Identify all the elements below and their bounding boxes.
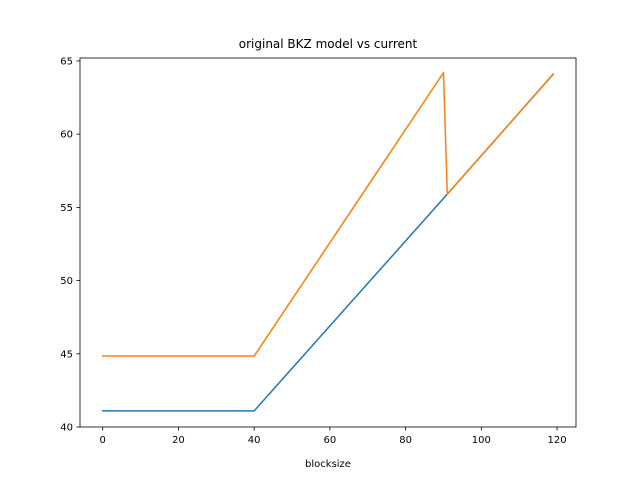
y-tick-label: 55 [60, 203, 73, 214]
series-line-2 [101, 71, 555, 357]
y-tick-label: 40 [60, 423, 73, 434]
x-tick-label: 120 [548, 435, 567, 446]
y-tick-label: 50 [60, 276, 73, 287]
chart-title: original BKZ model vs current [239, 37, 418, 51]
plot-frame [79, 57, 577, 428]
x-tick-label: 0 [100, 435, 106, 446]
y-tick-label: 45 [60, 349, 73, 360]
y-tick-label: 65 [60, 56, 73, 67]
x-tick-label: 20 [172, 435, 185, 446]
x-tick-label: 100 [472, 435, 491, 446]
y-tick-label: 60 [60, 130, 73, 141]
y-axis: 40 45 50 55 60 65 [60, 56, 80, 434]
x-tick-label: 60 [324, 435, 337, 446]
series-line-1 [101, 73, 555, 412]
series-layer [101, 71, 555, 412]
x-tick-label: 80 [399, 435, 412, 446]
x-tick-label: 40 [248, 435, 261, 446]
x-axis-label: blocksize [305, 459, 351, 470]
x-axis: 0 20 40 60 80 100 120 [100, 427, 567, 446]
